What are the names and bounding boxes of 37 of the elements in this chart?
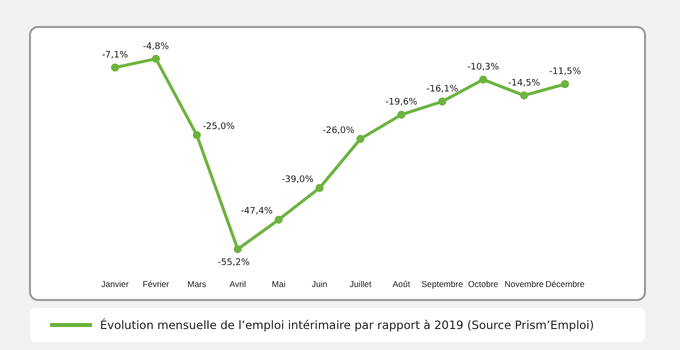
point bbox=[192, 131, 201, 140]
point bbox=[111, 63, 119, 72]
data-label: -25,0% bbox=[202, 122, 236, 132]
point bbox=[274, 216, 283, 224]
point bbox=[316, 184, 324, 192]
x-tick-label: Novembre bbox=[504, 279, 544, 289]
x-tick-label: Septembre bbox=[421, 279, 464, 289]
point bbox=[397, 110, 406, 119]
x-tick-label: Décembre bbox=[545, 279, 585, 289]
x-tick-label: Août bbox=[392, 279, 411, 289]
data-label: -55,2% bbox=[218, 258, 250, 268]
data-label: -16,1% bbox=[426, 84, 459, 94]
point bbox=[561, 80, 569, 88]
data-label: -39,0% bbox=[282, 174, 314, 185]
data-label: -19,6% bbox=[385, 98, 418, 108]
point bbox=[234, 245, 242, 254]
data-label: -4,8% bbox=[142, 42, 170, 52]
data-label: -47,4% bbox=[240, 206, 274, 217]
data-label: -10,3% bbox=[467, 62, 500, 73]
x-tick-label: Mars bbox=[187, 279, 206, 289]
x-tick-label: Octobre bbox=[468, 279, 499, 289]
x-tick-label: Janvier bbox=[101, 279, 129, 289]
point bbox=[438, 97, 446, 106]
x-tick-label: Mai bbox=[272, 279, 286, 289]
data-label: -11,5% bbox=[549, 67, 582, 78]
data-label: -14,5% bbox=[508, 78, 540, 88]
point bbox=[152, 54, 160, 63]
data-label: -26,0% bbox=[322, 126, 355, 136]
x-tick-label: Juin bbox=[312, 279, 328, 289]
x-tick-label: Juillet bbox=[350, 279, 372, 289]
legend-label: Évolution mensuelle de l’emploi intérimaire par rapport à 2019 (Source Prism’Emploi) bbox=[100, 318, 594, 332]
x-tick-label: Avril bbox=[230, 279, 246, 289]
point bbox=[356, 134, 364, 143]
point bbox=[479, 76, 488, 84]
point bbox=[520, 91, 528, 100]
x-tick-label: Février bbox=[142, 279, 170, 289]
data-label: -7,1% bbox=[102, 50, 128, 60]
